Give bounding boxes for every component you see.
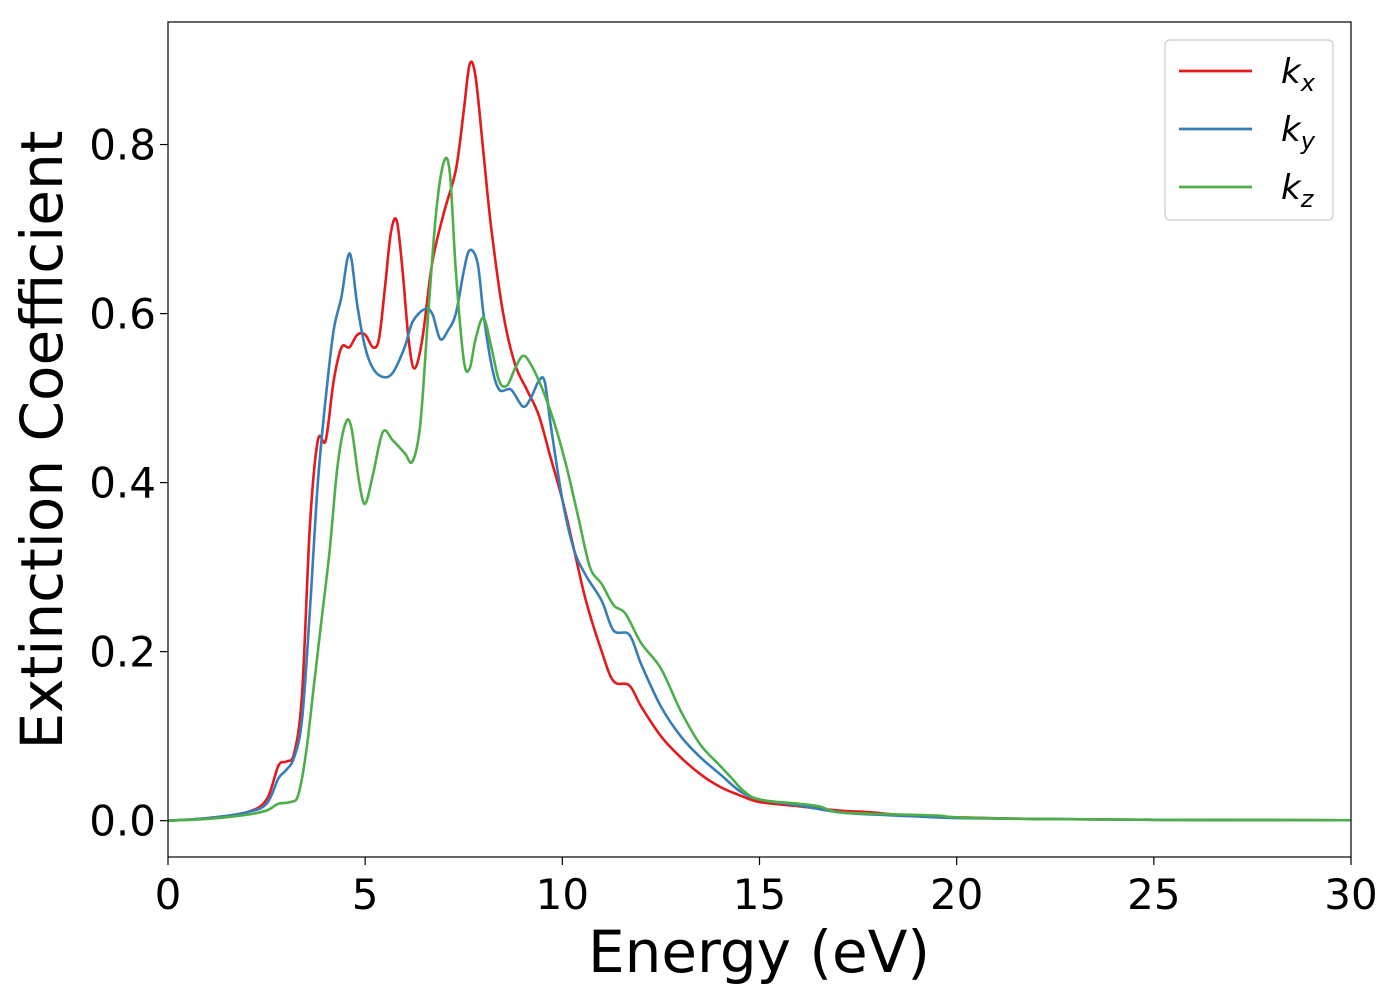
y-tick-label: 0.0 xyxy=(89,797,156,846)
y-tick-label: 0.2 xyxy=(89,628,156,677)
series-line-ky xyxy=(167,248,1352,822)
legend-label-ky: ky xyxy=(1281,110,1316,155)
legend-label-kz: kz xyxy=(1281,168,1315,213)
x-tick-label: 15 xyxy=(733,870,786,919)
y-tick-label: 0.6 xyxy=(89,290,156,339)
y-tick-label: 0.4 xyxy=(89,459,156,508)
x-axis-title: Energy (eV) xyxy=(588,918,930,986)
x-tick-label: 30 xyxy=(1324,870,1377,919)
x-tick-label: 25 xyxy=(1127,870,1180,919)
y-axis: 0.0 0.2 0.4 0.6 0.8 xyxy=(89,121,168,846)
legend: kx ky kz xyxy=(1164,39,1334,221)
x-tick-label: 10 xyxy=(536,870,589,919)
legend-label-kx: kx xyxy=(1281,52,1316,97)
series-line-kz xyxy=(167,156,1352,822)
y-tick-label: 0.8 xyxy=(89,121,156,170)
x-tick-label: 5 xyxy=(352,870,379,919)
x-tick-label: 20 xyxy=(930,870,983,919)
x-axis: 0 5 10 15 20 25 30 xyxy=(155,857,1378,919)
x-tick-label: 0 xyxy=(155,870,182,919)
y-axis-title: Extinction Coefficient xyxy=(8,131,76,750)
series-layer xyxy=(167,60,1352,822)
